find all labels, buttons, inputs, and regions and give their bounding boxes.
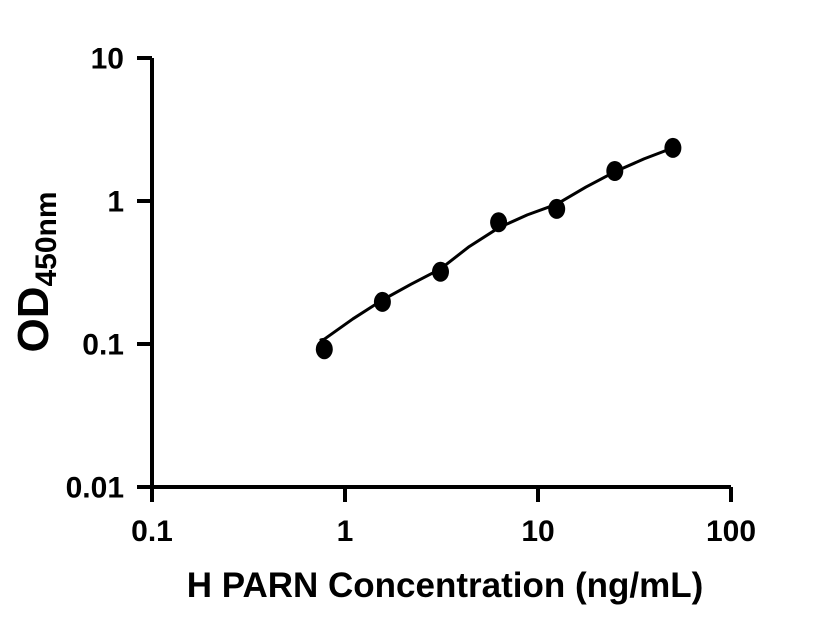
y-tick-label: 1 — [107, 186, 124, 219]
y-tick-label: 0.01 — [66, 472, 124, 505]
data-point — [490, 212, 508, 233]
x-tick-label: 100 — [706, 515, 756, 548]
x-tick-label: 0.1 — [131, 515, 173, 548]
data-point — [315, 339, 333, 360]
y-axis-ticks: 0.01 0.1 1 10 — [66, 43, 152, 505]
data-points — [315, 137, 682, 360]
data-point — [664, 137, 682, 158]
y-tick-label: 0.1 — [82, 329, 124, 362]
y-axis-title-main: OD — [9, 287, 58, 353]
data-point — [373, 291, 391, 312]
x-tick-label: 10 — [521, 515, 554, 548]
data-point — [548, 198, 566, 219]
y-tick-label: 10 — [91, 43, 124, 76]
x-axis-ticks: 0.1 1 10 100 — [131, 487, 756, 548]
x-tick-label: 1 — [337, 515, 354, 548]
y-axis-title: OD450nm — [9, 191, 63, 352]
data-point — [432, 261, 449, 282]
y-axis-title-subscript: 450nm — [30, 191, 63, 286]
x-axis-title: H PARN Concentration (ng/mL) — [187, 566, 704, 605]
data-point — [606, 161, 624, 181]
